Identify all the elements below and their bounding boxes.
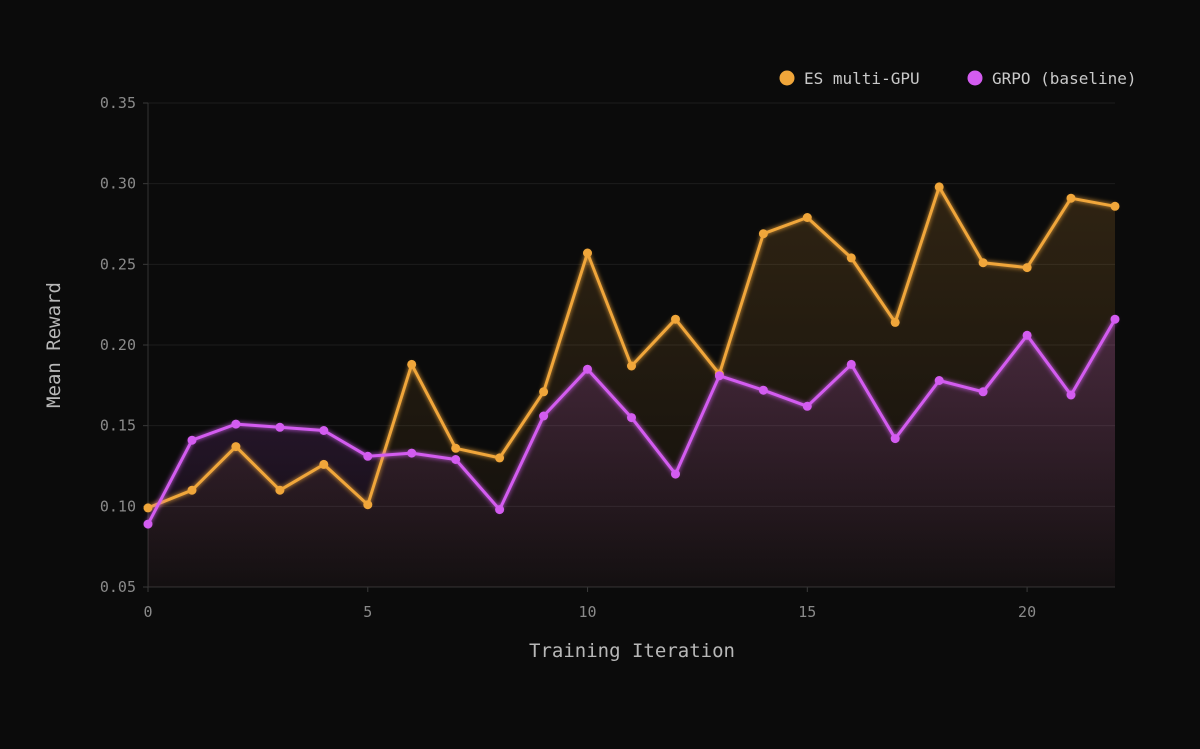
data-point-grpo-baseline	[231, 419, 241, 429]
legend-item-es-multi-gpu: ES multi-GPU	[779, 69, 920, 88]
data-point-grpo-baseline	[1022, 330, 1032, 340]
data-point-es-multi-gpu	[1110, 201, 1120, 211]
x-tick-label: 5	[363, 603, 372, 621]
x-axis-label: Training Iteration	[529, 640, 735, 662]
data-point-es-multi-gpu	[407, 359, 417, 369]
data-point-grpo-baseline	[143, 519, 153, 529]
series-points	[143, 182, 1120, 529]
legend-item-grpo-baseline: GRPO (baseline)	[967, 69, 1137, 88]
y-axis-label: Mean Reward	[43, 282, 65, 408]
data-point-es-multi-gpu	[187, 485, 197, 495]
data-point-grpo-baseline	[1066, 390, 1076, 400]
x-tick-label: 10	[579, 603, 597, 621]
x-tick-label: 15	[798, 603, 816, 621]
data-point-es-multi-gpu	[978, 258, 988, 268]
data-point-grpo-baseline	[934, 376, 944, 385]
data-point-es-multi-gpu	[627, 361, 636, 371]
series-area-grpo-baseline	[148, 319, 1115, 587]
data-point-grpo-baseline	[978, 387, 988, 397]
data-point-es-multi-gpu	[363, 500, 373, 510]
data-point-grpo-baseline	[802, 401, 812, 411]
data-point-es-multi-gpu	[495, 453, 505, 463]
legend: ES multi-GPU GRPO (baseline)	[779, 69, 1137, 88]
legend-marker	[779, 70, 795, 86]
data-point-es-multi-gpu	[539, 387, 549, 397]
x-tick-label: 20	[1018, 603, 1036, 621]
data-point-es-multi-gpu	[1066, 193, 1076, 203]
data-point-es-multi-gpu	[758, 229, 768, 239]
data-point-es-multi-gpu	[319, 459, 329, 469]
data-point-es-multi-gpu	[583, 248, 592, 258]
data-point-grpo-baseline	[187, 435, 197, 445]
data-point-es-multi-gpu	[275, 485, 285, 495]
y-tick-label: 0.35	[100, 94, 136, 112]
y-tick-label: 0.25	[100, 255, 136, 273]
data-point-es-multi-gpu	[802, 213, 812, 222]
data-point-es-multi-gpu	[451, 443, 461, 453]
legend-label: GRPO (baseline)	[992, 69, 1137, 88]
data-point-grpo-baseline	[627, 413, 636, 423]
data-point-es-multi-gpu	[231, 442, 241, 452]
data-point-grpo-baseline	[758, 385, 768, 395]
data-point-es-multi-gpu	[671, 314, 680, 324]
data-point-es-multi-gpu	[890, 317, 900, 327]
y-tick-label: 0.20	[100, 336, 136, 354]
y-tick-label: 0.15	[100, 417, 136, 435]
legend-marker	[967, 70, 983, 86]
data-point-grpo-baseline	[1110, 314, 1120, 324]
y-tick-label: 0.05	[100, 578, 136, 596]
data-point-grpo-baseline	[407, 448, 417, 458]
legend-label: ES multi-GPU	[804, 69, 920, 88]
tick-labels: 0.05 0.10 0.15 0.20 0.25 0.30 0.35 0 5 10 15 20	[100, 94, 1036, 621]
data-point-grpo-baseline	[495, 505, 505, 515]
data-point-grpo-baseline	[319, 426, 329, 435]
series-areas	[148, 186, 1115, 587]
data-point-grpo-baseline	[714, 371, 724, 381]
y-tick-label: 0.10	[100, 497, 136, 515]
data-point-es-multi-gpu	[934, 182, 944, 192]
data-point-grpo-baseline	[890, 434, 900, 444]
x-tick-label: 0	[143, 603, 152, 621]
data-point-es-multi-gpu	[143, 503, 153, 513]
data-point-grpo-baseline	[846, 359, 856, 369]
data-point-grpo-baseline	[451, 455, 461, 464]
data-point-grpo-baseline	[583, 364, 592, 374]
data-point-grpo-baseline	[275, 422, 285, 432]
data-point-grpo-baseline	[539, 411, 549, 421]
data-point-grpo-baseline	[363, 451, 373, 461]
y-tick-label: 0.30	[100, 175, 136, 193]
data-point-es-multi-gpu	[846, 253, 856, 263]
data-point-es-multi-gpu	[1022, 263, 1032, 273]
data-point-grpo-baseline	[671, 469, 680, 479]
